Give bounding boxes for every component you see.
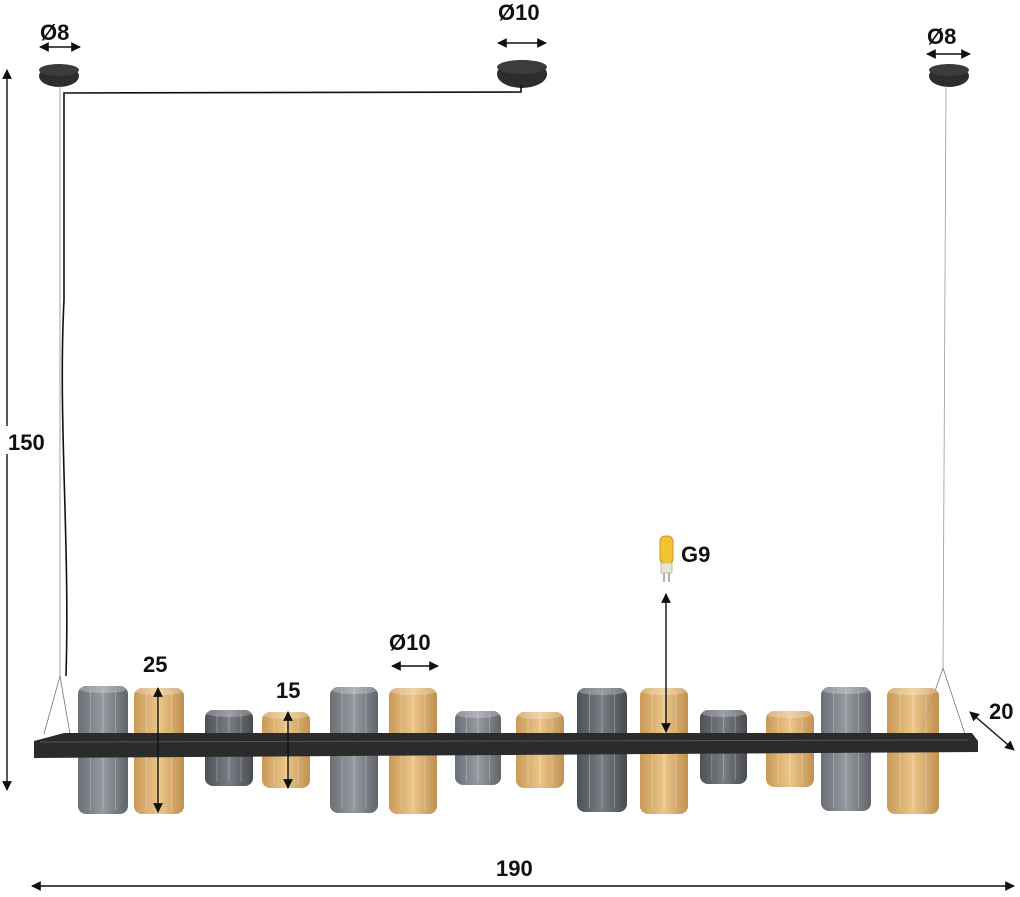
shade-diameter-label: Ø10 bbox=[389, 630, 431, 655]
bulb-type-label: G9 bbox=[681, 542, 710, 567]
frame-bar bbox=[34, 733, 978, 758]
height-label: 150 bbox=[8, 430, 45, 455]
canopy-center-diameter-label: Ø10 bbox=[498, 0, 540, 25]
depth-dimension-line bbox=[969, 711, 1015, 751]
canopy-left-diameter-label: Ø8 bbox=[40, 20, 69, 45]
short-shade-height-label: 15 bbox=[276, 678, 300, 703]
power-cable bbox=[61, 85, 522, 677]
g9-bulb-icon bbox=[659, 535, 674, 582]
depth-label: 20 bbox=[989, 699, 1013, 724]
tall-shade-height-label: 25 bbox=[143, 652, 167, 677]
canopy-right-diameter-label: Ø8 bbox=[927, 24, 956, 49]
suspension-wire-right bbox=[942, 85, 947, 669]
width-label: 190 bbox=[496, 856, 533, 881]
